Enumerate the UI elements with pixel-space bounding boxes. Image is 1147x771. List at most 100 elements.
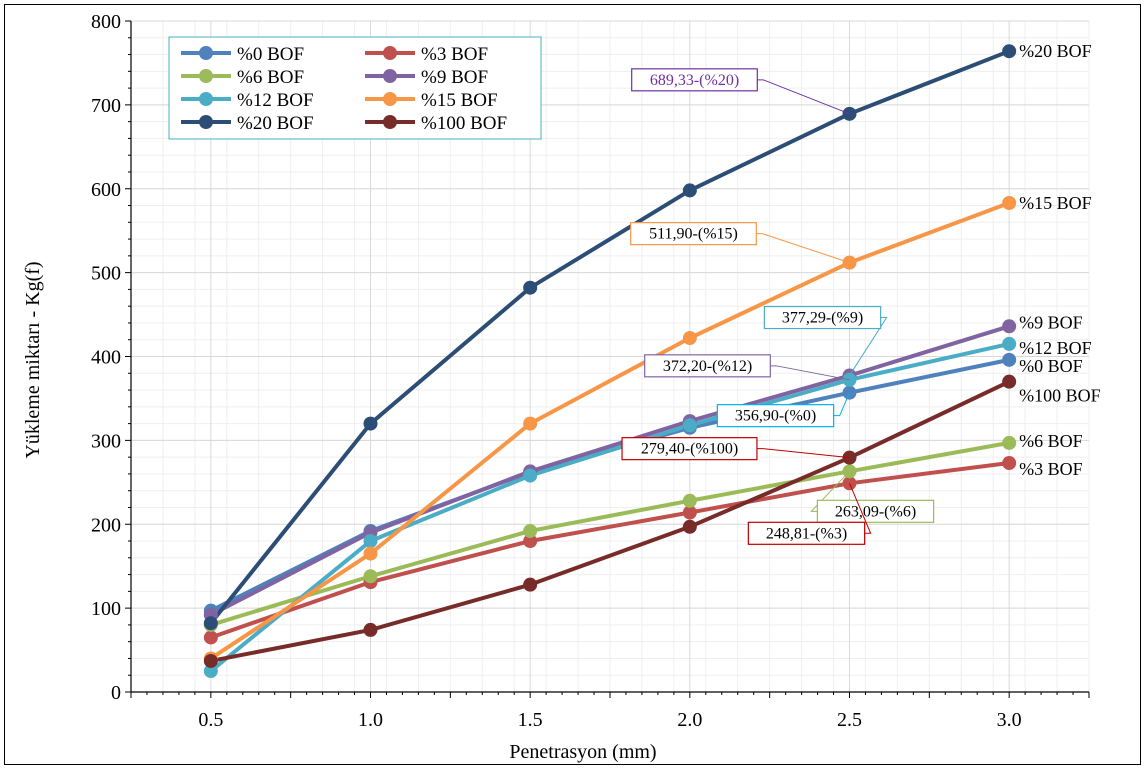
y-tick-label: 600 <box>91 179 121 201</box>
legend-label: %12 BOF <box>237 90 314 111</box>
data-point <box>523 523 538 538</box>
x-tick-label: 0.5 <box>198 709 223 731</box>
annotation-box <box>763 305 882 330</box>
data-point <box>363 546 378 561</box>
series-line <box>209 49 1010 625</box>
x-axis-title: Penetrasyon (mm) <box>509 741 656 763</box>
legend-label: %0 BOF <box>237 44 304 65</box>
y-tick-label: 200 <box>91 514 121 536</box>
data-point <box>1002 352 1017 367</box>
data-point <box>363 622 378 637</box>
annotation-leader <box>757 79 850 115</box>
legend-swatch-marker <box>383 46 397 60</box>
y-tick-label: 100 <box>91 598 121 620</box>
data-point <box>682 519 697 534</box>
data-point <box>1002 374 1017 389</box>
annotation-label: 279,40-(%100) <box>641 441 738 458</box>
y-tick-label: 0 <box>111 682 121 704</box>
legend-label: %20 BOF <box>237 113 314 134</box>
data-point <box>682 183 697 198</box>
data-point <box>682 418 697 433</box>
series-end-label: %0 BOF <box>1019 356 1083 376</box>
data-point <box>682 505 697 520</box>
data-point <box>523 468 538 483</box>
legend-swatch-marker <box>383 115 397 129</box>
annotation-box <box>621 437 758 461</box>
data-point <box>523 577 538 592</box>
annotations: 689,33-(%20) 511,90-(%15) 377,29-(%9) 372,2… <box>621 68 935 545</box>
data-point <box>363 569 378 584</box>
y-tick-label: 700 <box>91 95 121 117</box>
annotation-leader <box>810 470 850 512</box>
legend-swatch-marker <box>383 92 397 106</box>
data-point <box>1002 456 1017 471</box>
series-line <box>209 201 1010 661</box>
annotation-box <box>630 222 757 246</box>
legend-label: %3 BOF <box>421 44 488 65</box>
data-point <box>523 534 538 549</box>
data-point <box>203 630 218 645</box>
series-end-label: %3 BOF <box>1019 459 1083 479</box>
legend-swatch-marker <box>383 69 397 83</box>
data-point <box>682 331 697 346</box>
annotation-label: 511,90-(%15) <box>649 226 738 243</box>
annotation-box <box>631 68 758 92</box>
x-tick-label: 2.0 <box>677 709 702 731</box>
legend-swatch-marker <box>199 69 213 83</box>
series-line <box>210 440 1010 627</box>
series-line <box>209 341 1010 673</box>
legend-label: %9 BOF <box>421 67 488 88</box>
annotation-label: 377,29-(%9) <box>782 310 863 327</box>
data-point <box>363 534 378 549</box>
legend-label: %6 BOF <box>237 67 304 88</box>
data-point <box>682 493 697 508</box>
series-end-label: %100 BOF <box>1019 386 1101 406</box>
y-tick-label: 500 <box>91 263 121 285</box>
annotation-label: 372,20-(%12) <box>663 358 752 375</box>
annotation-leader <box>849 317 888 376</box>
legend: %0 BOF %3 BOF %6 BOF %9 BOF %12 BOF %15 BOF %2… <box>168 36 542 140</box>
annotation-label: 263,09-(%6) <box>835 503 916 520</box>
data-point <box>1002 196 1017 211</box>
axes: 0 100 200 300 400 500 600 700 800 0.5 1.0 1.5 2.0 2.5… <box>91 11 1090 731</box>
line-chart: 0 100 200 300 400 500 600 700 800 0.5 1.0 1.5 2.0 2.5… <box>22 11 1101 763</box>
end-labels: %0 BOF %3 BOF %6 BOF %9 BOF %12 BOF %15 BOF %2… <box>1019 41 1101 479</box>
x-tick-label: 1.0 <box>358 709 383 731</box>
data-point <box>1002 336 1017 351</box>
data-point <box>203 664 218 679</box>
series-end-label: %9 BOF <box>1019 312 1083 332</box>
data-point <box>1002 435 1017 450</box>
legend-swatch-marker <box>199 92 213 106</box>
annotation-leader <box>770 365 850 381</box>
x-tick-label: 2.5 <box>837 709 862 731</box>
annotation-box <box>816 499 935 523</box>
legend-swatch-marker <box>199 115 213 129</box>
data-point <box>523 280 538 295</box>
annotation-box <box>716 404 835 428</box>
annotation-label: 356,90-(%0) <box>735 408 816 425</box>
annotation-box <box>644 354 771 378</box>
chart-frame: 0 100 200 300 400 500 600 700 800 0.5 1.0 1.5 2.0 2.5… <box>4 4 1141 765</box>
annotation-box <box>747 521 866 545</box>
series-end-label: %6 BOF <box>1019 431 1083 451</box>
series-line <box>210 461 1010 640</box>
annotation-leader <box>849 483 872 534</box>
y-tick-label: 300 <box>91 430 121 452</box>
x-tick-label: 3.0 <box>997 709 1022 731</box>
data-point <box>1002 319 1017 334</box>
data-point <box>363 416 378 431</box>
annotation-leader <box>756 448 850 459</box>
annotation-leader <box>756 233 850 264</box>
annotation-label: 689,33-(%20) <box>650 72 739 89</box>
annotation-leader <box>833 392 850 417</box>
series-line <box>209 324 1010 617</box>
series-line <box>210 379 1011 663</box>
data-point <box>203 653 218 668</box>
y-axis-title: Yükleme miktarı - Kg(f) <box>22 261 44 458</box>
data-point <box>523 416 538 431</box>
series-group <box>203 44 1017 679</box>
annotation-label: 248,81-(%3) <box>766 525 847 542</box>
legend-label: %100 BOF <box>421 113 507 134</box>
legend-label: %15 BOF <box>421 90 498 111</box>
x-tick-label: 1.5 <box>518 709 543 731</box>
